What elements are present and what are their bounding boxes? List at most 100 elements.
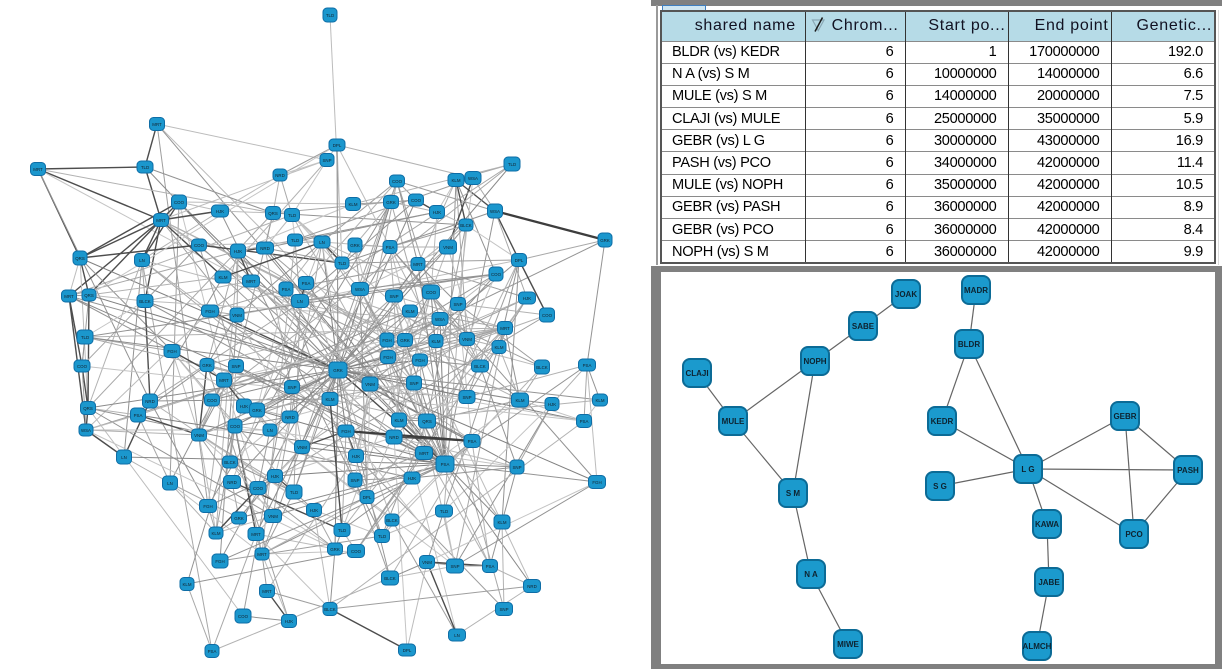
svg-text:PSA: PSA [486, 564, 495, 569]
svg-text:SNP: SNP [322, 158, 331, 163]
svg-text:LN: LN [319, 240, 325, 245]
svg-text:KLM: KLM [394, 418, 403, 423]
svg-text:SNP: SNP [450, 564, 459, 569]
svg-text:HJK: HJK [285, 619, 293, 624]
svg-text:FGH: FGH [382, 338, 391, 343]
svg-text:BLDR: BLDR [958, 340, 980, 349]
svg-text:NRD: NRD [145, 399, 155, 404]
svg-text:HJK: HJK [548, 402, 556, 407]
svg-text:SNP: SNP [287, 385, 296, 390]
svg-text:NRD: NRD [389, 435, 399, 440]
svg-text:LN: LN [267, 428, 273, 433]
svg-text:VNM: VNM [297, 445, 307, 450]
svg-text:MRT: MRT [413, 262, 423, 267]
svg-text:COO: COO [253, 486, 264, 491]
svg-text:TLD: TLD [288, 213, 296, 218]
svg-text:MRT: MRT [257, 552, 267, 557]
svg-text:KLM: KLM [348, 202, 357, 207]
svg-text:COO: COO [411, 198, 422, 203]
svg-text:KLM: KLM [494, 345, 503, 350]
svg-text:COO: COO [392, 179, 403, 184]
svg-text:BLCK: BLCK [324, 607, 336, 612]
svg-text:KLM: KLM [515, 398, 524, 403]
svg-text:COO: COO [491, 272, 502, 277]
svg-text:VNM: VNM [443, 245, 453, 250]
svg-text:MRT: MRT [262, 589, 272, 594]
svg-text:SNP: SNP [512, 465, 521, 470]
svg-text:HJK: HJK [234, 249, 242, 254]
svg-text:GRK: GRK [386, 200, 396, 205]
svg-text:FGH: FGH [167, 349, 176, 354]
svg-text:GRK: GRK [252, 408, 262, 413]
svg-text:VNM: VNM [422, 560, 432, 565]
svg-text:PSA: PSA [302, 281, 311, 286]
svg-text:SNP: SNP [409, 381, 418, 386]
svg-text:SNP: SNP [350, 478, 359, 483]
svg-text:COO: COO [174, 200, 185, 205]
svg-text:TLD: TLD [290, 490, 298, 495]
svg-text:KAWA: KAWA [1035, 520, 1059, 529]
svg-text:BLCK: BLCK [474, 364, 486, 369]
svg-text:COO: COO [77, 364, 88, 369]
svg-text:JOAK: JOAK [895, 290, 917, 299]
svg-text:QRS: QRS [268, 211, 278, 216]
svg-text:L G: L G [1021, 465, 1034, 474]
svg-text:GRK: GRK [202, 363, 212, 368]
svg-text:S M: S M [786, 489, 801, 498]
svg-text:DPL: DPL [403, 648, 412, 653]
svg-text:LN: LN [121, 455, 127, 460]
svg-text:KLM: KLM [595, 398, 604, 403]
svg-text:FGH: FGH [415, 358, 424, 363]
svg-text:TLD: TLD [378, 534, 386, 539]
svg-text:WSA: WSA [81, 428, 91, 433]
svg-text:FGH: FGH [341, 429, 350, 434]
svg-text:MULE: MULE [722, 417, 745, 426]
svg-text:SNP: SNP [231, 364, 240, 369]
svg-text:DPL: DPL [515, 258, 524, 263]
svg-text:HJK: HJK [240, 404, 248, 409]
svg-text:BLCK: BLCK [224, 460, 236, 465]
svg-text:PASH: PASH [1177, 466, 1199, 475]
svg-text:MRT: MRT [152, 122, 162, 127]
svg-text:NRD: NRD [275, 173, 285, 178]
svg-text:COO: COO [351, 549, 362, 554]
svg-text:KLM: KLM [325, 397, 334, 402]
svg-text:MRT: MRT [246, 279, 256, 284]
svg-text:VNM: VNM [268, 514, 278, 519]
svg-text:WSA: WSA [435, 317, 445, 322]
svg-text:MADR: MADR [964, 286, 988, 295]
svg-text:NRD: NRD [260, 246, 270, 251]
svg-text:CLAJI: CLAJI [685, 369, 708, 378]
svg-text:S G: S G [933, 482, 947, 491]
svg-text:KLM: KLM [431, 339, 440, 344]
svg-text:TLD: TLD [338, 261, 346, 266]
svg-text:NOPH: NOPH [803, 357, 826, 366]
svg-text:GRK: GRK [333, 368, 343, 373]
svg-text:MRT: MRT [251, 532, 261, 537]
svg-text:WSA: WSA [468, 176, 478, 181]
svg-text:BLCK: BLCK [384, 576, 396, 581]
svg-text:VNM: VNM [365, 382, 375, 387]
svg-text:TLD: TLD [440, 509, 448, 514]
svg-text:DPL: DPL [333, 143, 342, 148]
svg-text:VNM: VNM [462, 337, 472, 342]
svg-text:QRS: QRS [84, 293, 94, 298]
svg-text:MRT: MRT [219, 378, 229, 383]
svg-text:SABE: SABE [852, 322, 875, 331]
svg-text:BLCK: BLCK [536, 365, 548, 370]
svg-text:COO: COO [207, 398, 218, 403]
svg-text:SNP: SNP [453, 302, 462, 307]
svg-text:GRK: GRK [234, 516, 244, 521]
svg-text:BLCK: BLCK [139, 299, 151, 304]
svg-text:QRS: QRS [75, 256, 85, 261]
svg-text:GRK: GRK [400, 338, 410, 343]
svg-text:PSA: PSA [386, 245, 395, 250]
svg-text:FGH: FGH [215, 559, 224, 564]
svg-text:PSA: PSA [468, 439, 477, 444]
svg-text:KEDR: KEDR [931, 417, 954, 426]
svg-text:QRS: QRS [422, 419, 432, 424]
svg-text:VNM: VNM [194, 433, 204, 438]
svg-text:TLD: TLD [291, 238, 299, 243]
svg-text:PCO: PCO [1125, 530, 1142, 539]
svg-text:WSA: WSA [490, 209, 500, 214]
